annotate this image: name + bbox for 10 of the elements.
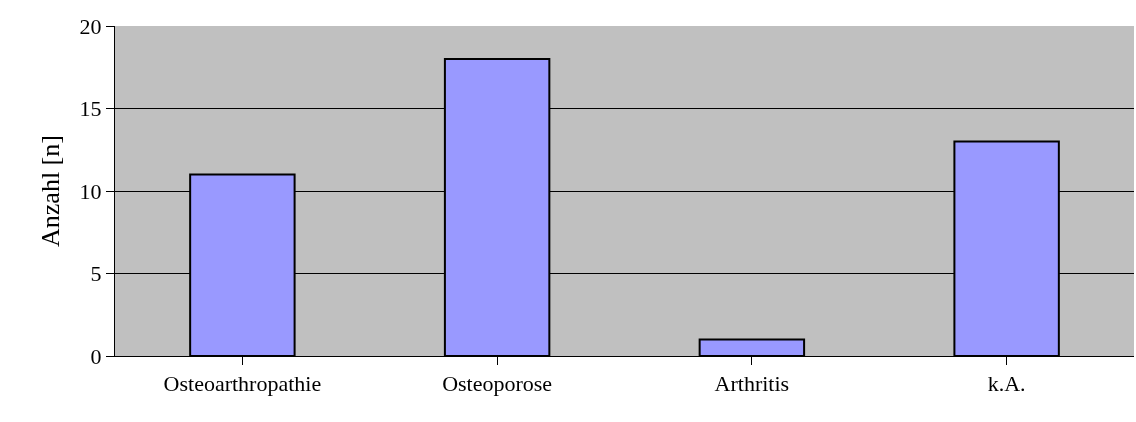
x-tick-label: Arthritis bbox=[714, 371, 790, 397]
y-tick-label: 0 bbox=[90, 343, 102, 369]
x-tick-label: Osteoporose bbox=[442, 371, 553, 397]
y-tick-label: 15 bbox=[79, 96, 102, 122]
y-tick-label: 10 bbox=[79, 178, 102, 204]
x-tick-label: Osteoarthropathie bbox=[163, 371, 322, 397]
x-tick-label: k.A. bbox=[987, 371, 1026, 397]
y-tick-label: 5 bbox=[90, 261, 102, 287]
y-axis-title: Anzahl [n] bbox=[36, 135, 65, 247]
y-tick-label: 20 bbox=[79, 13, 102, 39]
